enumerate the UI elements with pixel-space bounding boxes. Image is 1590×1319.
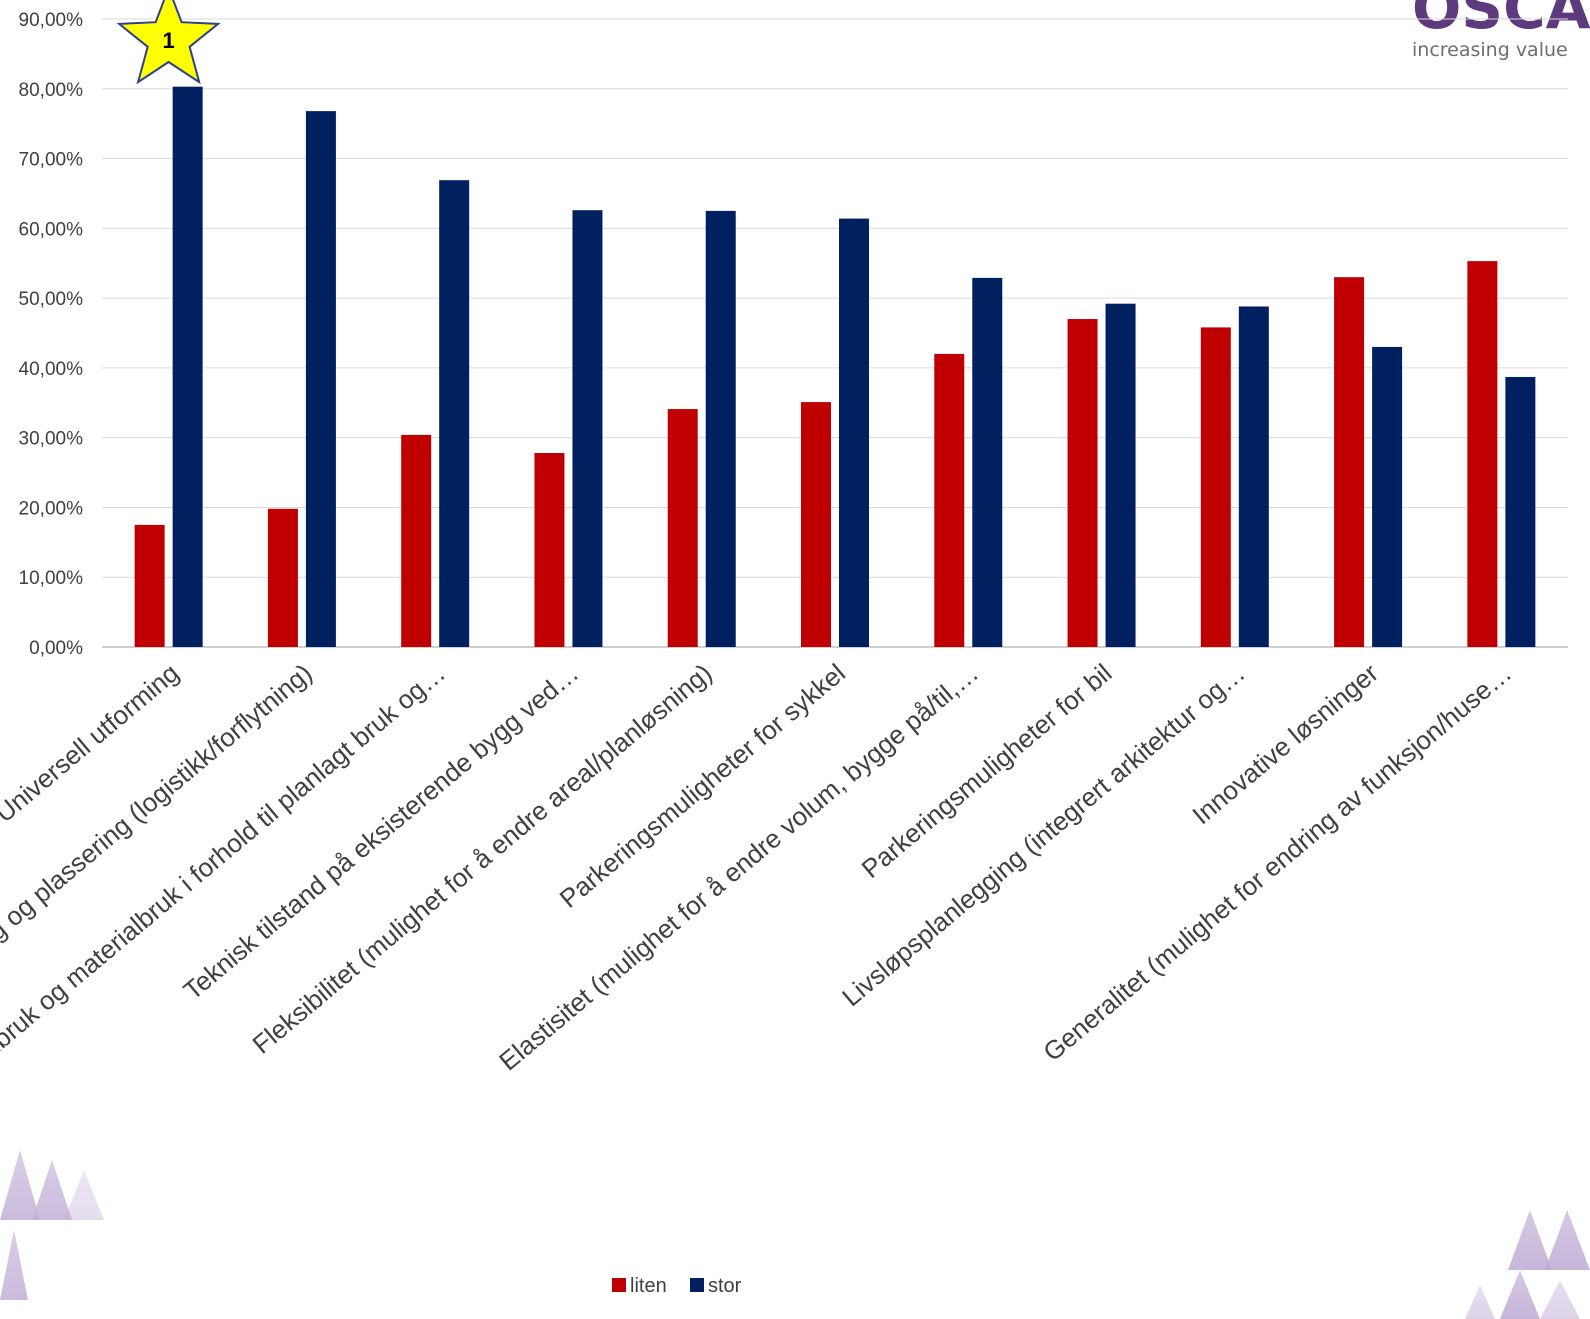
- bar-liten: [134, 524, 165, 647]
- bar-liten: [934, 353, 965, 647]
- bar-liten: [1200, 327, 1231, 647]
- x-category-label: Elastisitet (mulighet for å endre volum,…: [493, 658, 984, 1077]
- bar-stor: [1105, 303, 1136, 647]
- x-category-label: Parkeringsmuligheter for bil: [856, 658, 1118, 884]
- bar-liten: [667, 409, 698, 647]
- star-icon: [116, 0, 221, 85]
- oscar-logo: OSCAR increasing value: [1412, 0, 1590, 61]
- bar-liten: [401, 434, 432, 647]
- decorative-triangles-right: [1465, 1210, 1590, 1319]
- legend: liten stor: [612, 1275, 742, 1297]
- bar-stor: [172, 86, 203, 647]
- bar-stor: [705, 210, 736, 647]
- decorative-triangles-left: [0, 1150, 104, 1300]
- legend-swatch-liten: [612, 1278, 626, 1292]
- y-tick-label: 40,00%: [19, 359, 84, 380]
- bar-liten: [534, 453, 565, 647]
- y-tick-label: 10,00%: [19, 568, 84, 589]
- y-tick-label: 0,00%: [29, 638, 83, 659]
- bar-stor: [572, 210, 603, 648]
- y-tick-label: 50,00%: [19, 289, 84, 310]
- bar-stor: [839, 218, 869, 647]
- bar-stor: [972, 277, 1003, 647]
- bar-liten: [267, 508, 298, 647]
- bar-liten: [1067, 319, 1098, 647]
- star-annotation-label: 1: [163, 28, 175, 53]
- x-category-label: Parkeringsmuligheter for sykkel: [554, 658, 851, 914]
- legend-swatch-stor: [690, 1278, 704, 1292]
- y-tick-label: 30,00%: [19, 429, 84, 450]
- legend-label-liten: liten: [630, 1275, 667, 1297]
- y-tick-label: 60,00%: [19, 219, 84, 240]
- y-tick-label: 80,00%: [19, 80, 84, 101]
- bar-liten: [801, 402, 831, 647]
- bars: [134, 86, 1536, 648]
- x-category-label: Fleksibilitet (mulighet for å endre area…: [247, 658, 718, 1060]
- bar-stor: [305, 111, 336, 647]
- gridlines: [102, 18, 1568, 648]
- bar-stor: [439, 180, 470, 648]
- bar-liten: [1467, 261, 1498, 647]
- bar-liten: [1334, 277, 1365, 647]
- logo-wordmark: OSCAR: [1412, 0, 1590, 42]
- x-category-label: Lokalisering og plassering (logistikk/fo…: [0, 658, 318, 1027]
- y-tick-label: 70,00%: [19, 150, 84, 171]
- y-tick-label: 90,00%: [19, 10, 84, 31]
- bar-stor: [1372, 346, 1403, 647]
- legend-label-stor: stor: [708, 1275, 742, 1297]
- y-axis: 0,00% 10,00% 20,00% 30,00% 40,00% 50,00% 60,00…: [19, 10, 84, 659]
- y-tick-label: 20,00%: [19, 498, 84, 519]
- logo-tagline: increasing value: [1412, 39, 1568, 61]
- annotation: 1: [116, 0, 221, 85]
- bar-stor: [1238, 306, 1269, 647]
- x-category-label: Generalitet (mulighet for endring av fun…: [1037, 658, 1517, 1067]
- bar-stor: [1505, 376, 1536, 647]
